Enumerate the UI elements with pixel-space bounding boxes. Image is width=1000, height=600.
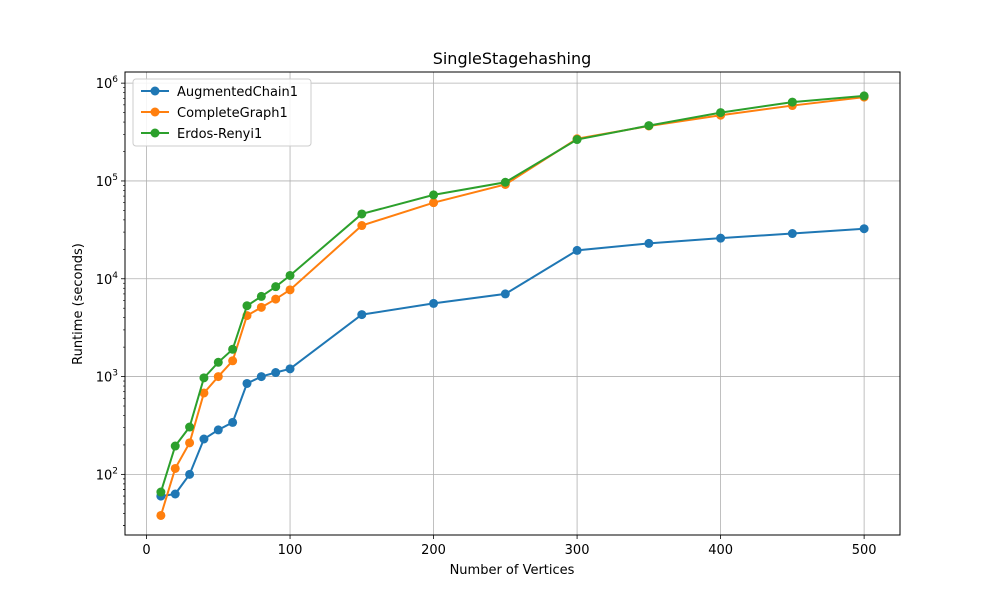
data-point [156,510,166,520]
data-point [256,291,266,301]
x-axis-title: Number of Vertices [450,563,575,578]
data-point [199,373,209,383]
data-point [787,97,797,107]
chart-title: SingleStagehashing [433,49,592,68]
legend: AugmentedChain1 CompleteGraph1 Erdos-Renyi… [132,78,312,147]
data-point [228,356,238,366]
data-point [271,282,281,292]
plot-frame [124,71,901,536]
data-point [572,135,582,145]
y-tick-label: 106 [96,75,119,92]
data-point [285,270,295,280]
x-tick-label: 100 [278,543,303,558]
y-tick-label: 105 [96,173,118,190]
y-tick-label: 104 [96,271,119,288]
x-tick-label: 500 [852,543,877,558]
data-point [787,229,797,239]
data-point [256,372,266,382]
data-point [429,298,439,308]
data-point [170,463,180,473]
data-point [429,190,439,200]
x-tick-label: 200 [421,543,446,558]
data-point [716,108,726,118]
data-point [185,422,195,432]
data-point [156,487,166,497]
y-tick-label: 103 [96,369,118,386]
legend-marker [150,86,160,96]
data-point [357,221,367,231]
series-group [156,91,869,520]
legend-box [132,78,312,147]
data-point [429,198,439,208]
data-point [185,438,195,448]
data-point [170,441,180,451]
legend-label: Erdos-Renyi1 [177,127,262,142]
data-point [271,368,281,378]
data-point [357,209,367,219]
data-point [285,285,295,295]
data-point [228,344,238,354]
data-point [271,294,281,304]
data-point [185,469,195,479]
data-point [199,388,209,398]
x-tick-label: 300 [565,543,590,558]
data-point [572,245,582,255]
data-point [213,425,223,435]
legend-label: CompleteGraph1 [177,106,288,121]
data-point [500,177,510,187]
y-tick-label: 102 [96,466,118,483]
series-line-augmentedchain1 [160,227,865,498]
data-point [213,357,223,367]
data-point [228,417,238,427]
data-point [716,233,726,243]
data-point [170,489,180,499]
data-point [285,364,295,374]
data-point [859,224,869,234]
data-point [199,434,209,444]
data-point [213,372,223,382]
axis-ticks: 0 100 200 300 400 500 102 103 104 105 106 [96,75,877,558]
data-point [357,310,367,320]
series-line-erdos-renyi1 [159,94,865,493]
x-tick-label: 0 [142,543,150,558]
data-point [500,289,510,299]
legend-marker [150,107,160,117]
legend-label: AugmentedChain1 [177,85,298,100]
data-point [242,378,252,388]
data-point [242,301,252,311]
data-point [859,91,869,101]
x-tick-label: 400 [708,543,733,558]
data-point [644,121,654,131]
data-point [256,302,266,312]
y-axis-title: Runtime (seconds) [71,243,86,365]
legend-marker [150,128,160,138]
data-point [644,238,654,248]
